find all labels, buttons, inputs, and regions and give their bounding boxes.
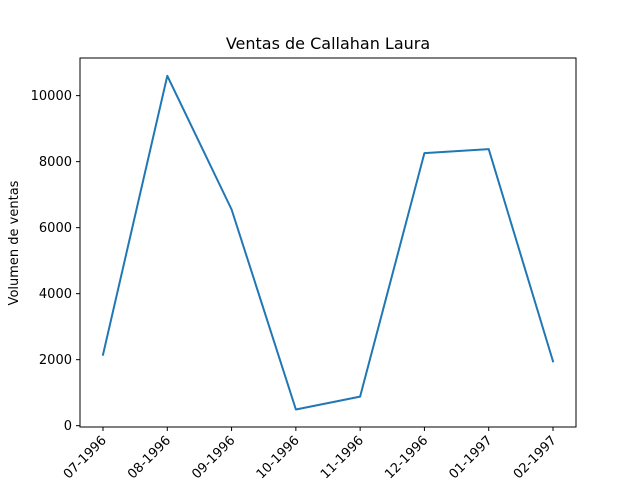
y-tick-label: 8000 [39, 155, 72, 170]
series-layer [101, 74, 555, 411]
y-tick-label: 10000 [31, 89, 72, 104]
data-point [102, 354, 104, 356]
data-point [423, 152, 425, 154]
data-point [231, 208, 233, 210]
data-point [552, 360, 554, 362]
y-axis: 0 2000 4000 6000 8000 10000 [31, 89, 80, 434]
x-tick-label: 01-1997 [447, 433, 496, 480]
x-tick-label: 11-1996 [318, 433, 367, 480]
data-point [166, 75, 168, 77]
y-tick-label: 0 [64, 419, 72, 434]
x-axis: 07-1996 08-1996 09-1996 10-1996 11-1996 12-19… [61, 427, 560, 480]
series-line [101, 74, 555, 411]
chart-title: Ventas de Callahan Laura [226, 34, 430, 53]
x-tick-label: 09-1996 [189, 433, 238, 480]
x-tick-label: 12-1996 [382, 433, 431, 480]
data-point [295, 409, 297, 411]
y-tick-label: 2000 [39, 353, 72, 368]
x-tick-label: 07-1996 [61, 433, 110, 480]
plot-area-frame [79, 57, 577, 428]
y-tick-label: 4000 [39, 287, 72, 302]
data-point [359, 396, 361, 398]
x-tick-label: 10-1996 [254, 433, 303, 480]
data-point [488, 148, 490, 150]
y-axis-label: Volumen de ventas [7, 180, 22, 305]
x-tick-label: 08-1996 [125, 433, 174, 480]
x-tick-label: 02-1997 [511, 433, 560, 480]
y-tick-label: 6000 [39, 221, 72, 236]
